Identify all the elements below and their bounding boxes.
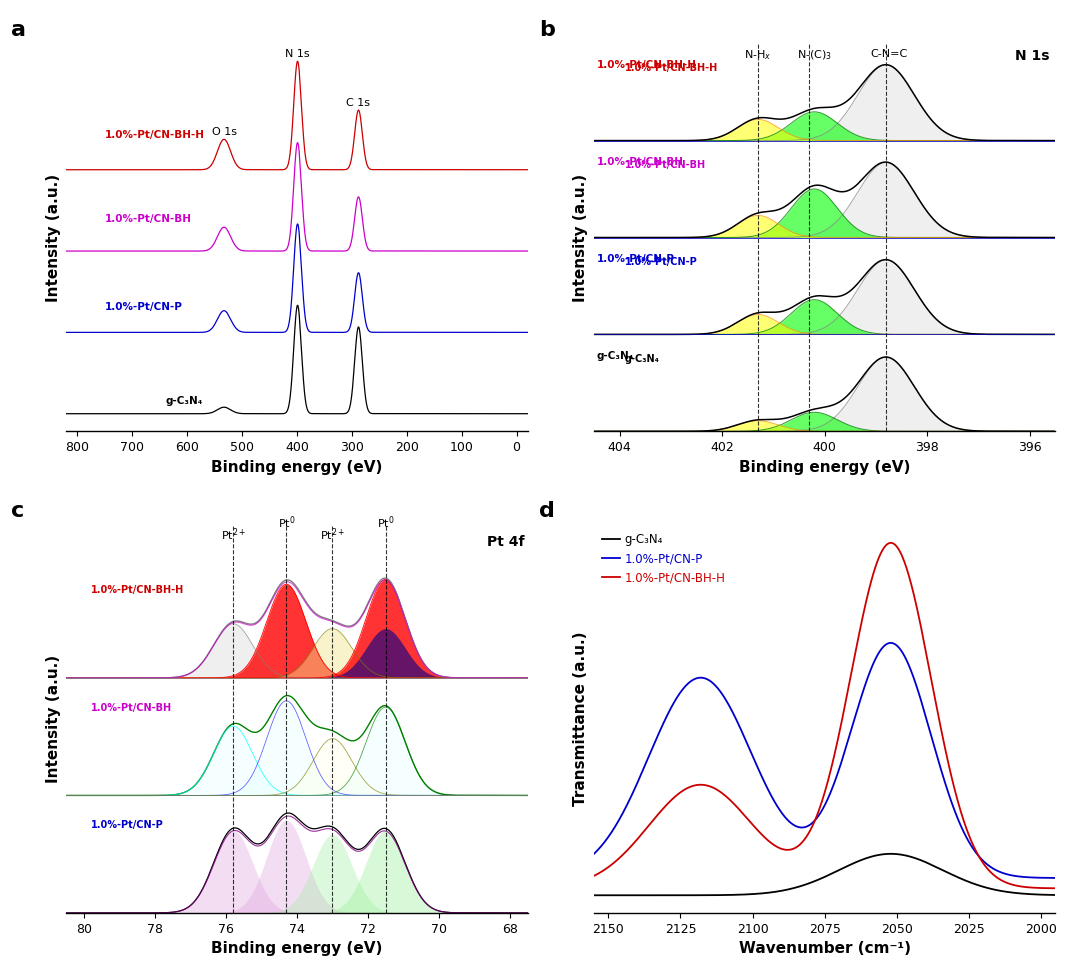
Text: C-N=C: C-N=C — [870, 49, 908, 59]
Text: 1.0%-Pt/CN-BH: 1.0%-Pt/CN-BH — [92, 702, 173, 713]
Text: c: c — [11, 501, 25, 522]
Y-axis label: Intensity (a.u.): Intensity (a.u.) — [46, 655, 60, 784]
Text: Pt$^0$: Pt$^0$ — [278, 515, 295, 531]
1.0%-Pt/CN-BH-H — [885, 537, 897, 549]
1.0%-Pt/CN-BH-H — [639, 824, 652, 835]
g-C₃N₄ — [972, 879, 985, 891]
1.0%-Pt/CN-BH-H — [872, 553, 885, 565]
g-C₃N₄ — [589, 889, 602, 901]
Text: a: a — [11, 20, 26, 40]
1.0%-Pt/CN-P — [639, 757, 652, 769]
1.0%-Pt/CN-P — [1000, 869, 1013, 880]
Text: 1.0%-Pt/CN-BH: 1.0%-Pt/CN-BH — [105, 214, 192, 224]
Text: 1.0%-Pt/CN-P: 1.0%-Pt/CN-P — [596, 254, 675, 264]
Line: 1.0%-Pt/CN-BH-H: 1.0%-Pt/CN-BH-H — [585, 543, 1061, 888]
Text: b: b — [539, 20, 555, 40]
g-C₃N₄ — [1000, 886, 1013, 898]
g-C₃N₄ — [851, 856, 864, 868]
1.0%-Pt/CN-P — [851, 702, 864, 714]
Text: Pt$^{2+}$: Pt$^{2+}$ — [220, 527, 246, 543]
X-axis label: Binding energy (eV): Binding energy (eV) — [212, 459, 382, 475]
Text: Pt$^{2+}$: Pt$^{2+}$ — [320, 527, 346, 543]
X-axis label: Binding energy (eV): Binding energy (eV) — [212, 941, 382, 956]
Text: N-(C)$_3$: N-(C)$_3$ — [797, 49, 832, 63]
Text: N 1s: N 1s — [285, 49, 310, 59]
Text: C 1s: C 1s — [347, 98, 370, 107]
Line: 1.0%-Pt/CN-P: 1.0%-Pt/CN-P — [585, 643, 1061, 878]
1.0%-Pt/CN-P — [1054, 872, 1067, 884]
Text: g-C₃N₄: g-C₃N₄ — [596, 351, 634, 361]
1.0%-Pt/CN-BH-H — [589, 870, 602, 881]
Text: O 1s: O 1s — [212, 127, 237, 137]
Y-axis label: Intensity (a.u.): Intensity (a.u.) — [46, 174, 60, 302]
1.0%-Pt/CN-P — [589, 847, 602, 859]
1.0%-Pt/CN-P — [872, 648, 885, 659]
Text: Pt$^0$: Pt$^0$ — [377, 515, 394, 531]
1.0%-Pt/CN-BH-H — [972, 850, 985, 862]
X-axis label: Wavenumber (cm⁻¹): Wavenumber (cm⁻¹) — [739, 941, 910, 956]
1.0%-Pt/CN-BH-H — [1054, 882, 1067, 894]
Text: 1.0%-Pt/CN-BH-H: 1.0%-Pt/CN-BH-H — [92, 585, 185, 595]
Text: 1.0%-Pt/CN-BH-H: 1.0%-Pt/CN-BH-H — [596, 60, 697, 70]
1.0%-Pt/CN-BH-H — [579, 873, 592, 885]
Text: 1.0%-Pt/CN-P: 1.0%-Pt/CN-P — [625, 257, 698, 267]
g-C₃N₄ — [872, 849, 885, 861]
X-axis label: Binding energy (eV): Binding energy (eV) — [739, 459, 910, 475]
g-C₃N₄ — [1054, 889, 1067, 901]
Y-axis label: Transmittance (a.u.): Transmittance (a.u.) — [573, 632, 589, 806]
Text: 1.0%-Pt/CN-BH-H: 1.0%-Pt/CN-BH-H — [625, 63, 718, 73]
Text: 1.0%-Pt/CN-BH-H: 1.0%-Pt/CN-BH-H — [105, 130, 205, 141]
Text: g-C₃N₄: g-C₃N₄ — [165, 396, 203, 406]
Line: g-C₃N₄: g-C₃N₄ — [585, 854, 1061, 895]
1.0%-Pt/CN-P — [885, 637, 897, 649]
Text: Pt 4f: Pt 4f — [486, 534, 524, 549]
1.0%-Pt/CN-BH-H — [851, 635, 864, 647]
Text: 1.0%-Pt/CN-P: 1.0%-Pt/CN-P — [92, 821, 164, 830]
g-C₃N₄ — [579, 889, 592, 901]
Text: N 1s: N 1s — [1015, 49, 1050, 63]
Text: 1.0%-Pt/CN-BH: 1.0%-Pt/CN-BH — [596, 157, 684, 167]
Legend: g-C₃N₄, 1.0%-Pt/CN-P, 1.0%-Pt/CN-BH-H: g-C₃N₄, 1.0%-Pt/CN-P, 1.0%-Pt/CN-BH-H — [600, 531, 728, 586]
Text: g-C₃N₄: g-C₃N₄ — [625, 354, 660, 363]
1.0%-Pt/CN-BH-H — [1000, 877, 1013, 889]
1.0%-Pt/CN-P — [972, 850, 985, 862]
Y-axis label: Intensity (a.u.): Intensity (a.u.) — [573, 174, 589, 302]
g-C₃N₄ — [639, 889, 652, 901]
g-C₃N₄ — [885, 848, 897, 860]
1.0%-Pt/CN-P — [579, 855, 592, 867]
Text: N-H$_x$: N-H$_x$ — [744, 49, 772, 63]
Text: d: d — [539, 501, 555, 522]
Text: 1.0%-Pt/CN-BH: 1.0%-Pt/CN-BH — [625, 159, 706, 170]
Text: 1.0%-Pt/CN-P: 1.0%-Pt/CN-P — [105, 302, 183, 312]
